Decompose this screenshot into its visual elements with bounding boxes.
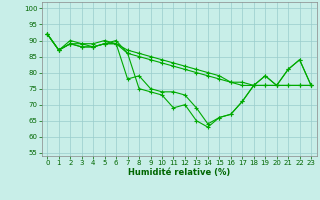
X-axis label: Humidité relative (%): Humidité relative (%) [128,168,230,177]
